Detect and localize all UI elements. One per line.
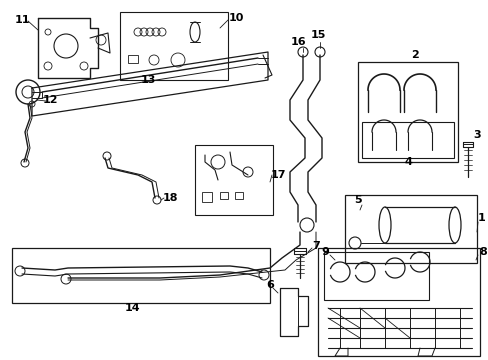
Text: 2: 2: [410, 50, 418, 60]
Text: 15: 15: [310, 30, 325, 40]
Bar: [357, 62, 457, 162]
Text: 14: 14: [124, 303, 140, 313]
Text: 5: 5: [353, 195, 361, 205]
Text: 13: 13: [140, 75, 155, 85]
Bar: [345, 195, 476, 263]
Text: 16: 16: [289, 37, 305, 47]
Bar: [12, 248, 269, 303]
Bar: [235, 192, 243, 199]
Text: 8: 8: [478, 247, 486, 257]
Text: 6: 6: [265, 280, 273, 290]
Bar: [202, 192, 212, 202]
Text: 9: 9: [321, 247, 328, 257]
Bar: [317, 248, 479, 356]
Bar: [195, 145, 272, 215]
Text: 17: 17: [270, 170, 285, 180]
Text: 7: 7: [311, 241, 319, 251]
Text: 3: 3: [472, 130, 480, 140]
Text: 4: 4: [403, 157, 411, 167]
Bar: [220, 192, 227, 199]
Text: 12: 12: [42, 95, 58, 105]
Bar: [120, 12, 227, 80]
Bar: [324, 252, 428, 300]
Text: 18: 18: [162, 193, 177, 203]
Text: 10: 10: [228, 13, 243, 23]
Text: 1: 1: [477, 213, 485, 223]
Bar: [361, 122, 453, 158]
Bar: [128, 55, 138, 63]
Text: 11: 11: [14, 15, 30, 25]
